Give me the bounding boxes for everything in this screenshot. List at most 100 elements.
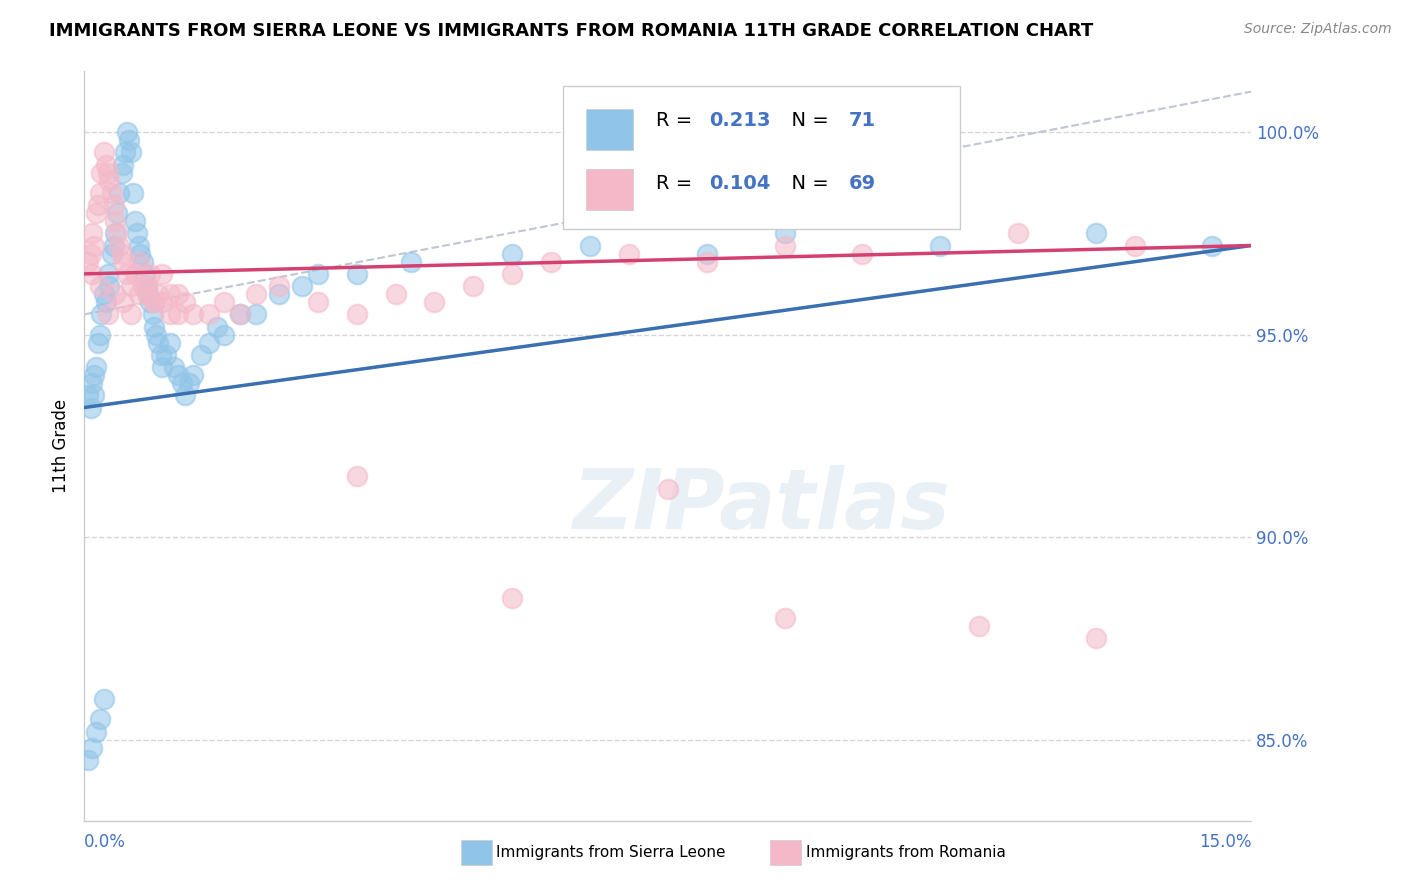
Point [120, 279, 142, 293]
Point [967, 619, 990, 633]
Text: R =: R = [657, 111, 699, 129]
Point [696, 254, 718, 268]
Point [198, 307, 221, 321]
Point [579, 238, 602, 252]
Point [128, 287, 150, 301]
Point [657, 482, 679, 496]
Point [97, 307, 120, 321]
Text: Source: ZipAtlas.com: Source: ZipAtlas.com [1244, 22, 1392, 37]
Point [245, 287, 267, 301]
Point [501, 267, 523, 281]
Point [291, 279, 314, 293]
Point [1084, 227, 1107, 241]
Point [307, 267, 329, 281]
Point [108, 238, 131, 252]
Point [87, 335, 110, 350]
FancyBboxPatch shape [562, 87, 960, 228]
Point [93, 692, 115, 706]
Point [155, 348, 177, 362]
Point [104, 227, 127, 241]
Point [142, 307, 165, 321]
Point [346, 307, 368, 321]
FancyBboxPatch shape [586, 169, 633, 210]
Point [399, 254, 422, 268]
FancyBboxPatch shape [586, 109, 633, 150]
Point [181, 368, 204, 383]
Point [82, 740, 104, 755]
Point [128, 238, 150, 252]
Point [159, 307, 181, 321]
Point [214, 327, 236, 342]
Text: ZIPatlas: ZIPatlas [572, 466, 950, 547]
Text: R =: R = [657, 174, 699, 194]
Point [1084, 632, 1107, 646]
Text: 0.213: 0.213 [709, 111, 770, 129]
Point [82, 376, 104, 391]
Point [143, 295, 166, 310]
Point [198, 335, 221, 350]
Point [89, 186, 111, 200]
Point [104, 214, 127, 228]
Point [129, 246, 152, 260]
Point [150, 295, 173, 310]
Point [108, 186, 131, 200]
Point [148, 335, 170, 350]
Point [120, 307, 142, 321]
Point [1123, 238, 1146, 252]
Point [79, 246, 101, 260]
Point [851, 246, 873, 260]
Point [83, 368, 105, 383]
Point [245, 307, 267, 321]
Point [100, 186, 122, 200]
Point [166, 307, 188, 321]
Point [111, 166, 134, 180]
Text: N =: N = [779, 111, 835, 129]
Point [501, 246, 523, 260]
Point [132, 279, 155, 293]
Point [463, 279, 485, 293]
Point [103, 198, 125, 212]
Point [139, 267, 162, 281]
Point [98, 279, 121, 293]
Point [100, 246, 122, 260]
Point [159, 335, 181, 350]
Point [190, 348, 212, 362]
Point [112, 295, 135, 310]
Point [135, 279, 157, 293]
Point [121, 186, 143, 200]
Point [134, 267, 156, 281]
Point [267, 287, 290, 301]
Point [267, 279, 290, 293]
Point [84, 206, 107, 220]
Point [89, 712, 111, 726]
Point [170, 376, 193, 391]
Point [124, 214, 146, 228]
Point [346, 267, 368, 281]
Point [115, 125, 138, 139]
Point [114, 145, 136, 160]
Point [166, 287, 188, 301]
Point [105, 206, 128, 220]
Point [93, 145, 115, 160]
Point [120, 145, 142, 160]
Point [1007, 227, 1029, 241]
Point [83, 388, 105, 402]
Point [103, 238, 125, 252]
Point [112, 157, 135, 171]
Point [111, 246, 134, 260]
Text: IMMIGRANTS FROM SIERRA LEONE VS IMMIGRANTS FROM ROMANIA 11TH GRADE CORRELATION C: IMMIGRANTS FROM SIERRA LEONE VS IMMIGRAN… [49, 22, 1094, 40]
Point [148, 287, 170, 301]
Point [773, 238, 796, 252]
Point [89, 327, 111, 342]
Point [540, 254, 562, 268]
Point [83, 238, 105, 252]
Point [773, 227, 796, 241]
Point [135, 279, 157, 293]
Point [174, 388, 197, 402]
Point [929, 238, 952, 252]
Point [82, 267, 104, 281]
Point [143, 295, 166, 310]
Point [132, 254, 155, 268]
Point [97, 166, 120, 180]
Point [163, 359, 186, 374]
